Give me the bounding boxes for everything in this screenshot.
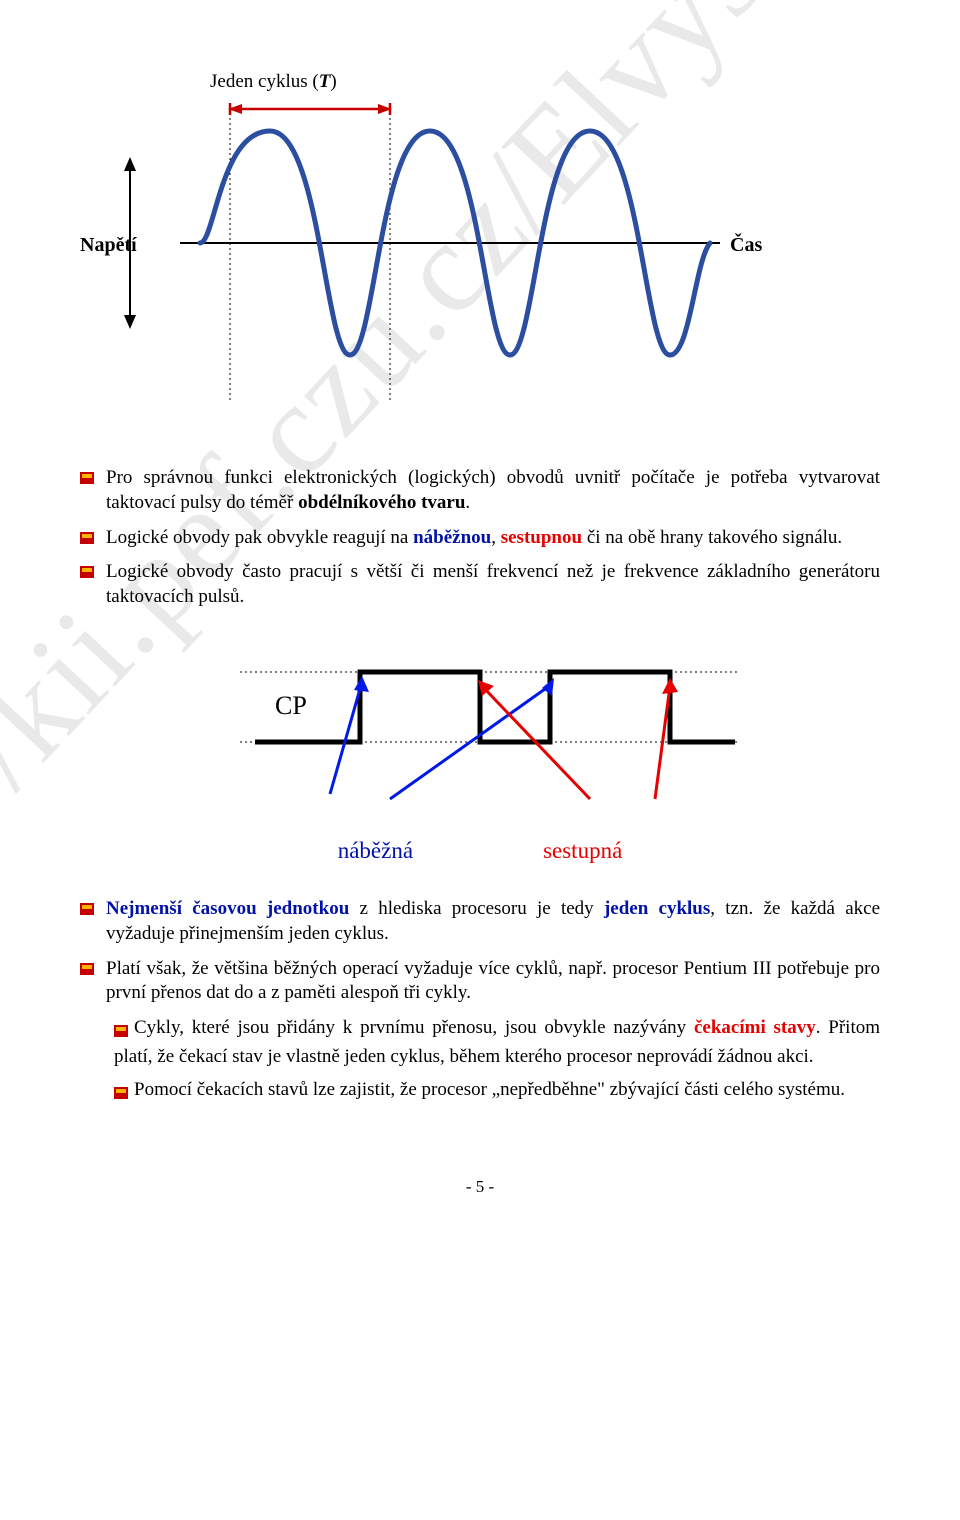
fig1-title-suffix: ) [330, 71, 336, 92]
bullet-5-sub1: Cykly, které jsou přidány k prvnímu přen… [114, 1016, 880, 1069]
bullet-icon [80, 472, 96, 484]
b5-text: Platí však, že většina běžných operací v… [106, 957, 880, 1006]
bullet-3: Logické obvody často pracují s větší či … [80, 560, 880, 609]
b4-c: jeden cyklus [604, 898, 710, 919]
bullet-icon [80, 903, 96, 915]
b4-b: z hlediska procesoru je tedy [349, 898, 604, 919]
bullet-2: Logické obvody pak obvykle reagují na ná… [80, 526, 880, 551]
b4-a: Nejmenší časovou jednotkou [106, 898, 349, 919]
fig2-cp-label: CP [275, 691, 307, 720]
figure-square-wave: CP náběžná sestupná [80, 634, 880, 866]
bullet-icon [114, 1087, 128, 1099]
bullet-icon [80, 566, 96, 578]
b2-text-b: , [491, 527, 501, 548]
b5s1-b: . [816, 1017, 821, 1038]
b2-blue: náběžnou [413, 527, 491, 548]
b1-text-a: Pro správnou funkci elektronických (logi… [106, 467, 880, 513]
b3-text: Logické obvody často pracují s větší či … [106, 560, 880, 609]
page-footer: - 5 - [80, 1176, 880, 1198]
b2-text-a: Logické obvody pak obvykle reagují na [106, 527, 413, 548]
fig1-right-label: Čas [730, 232, 762, 256]
b5s1-a: Cykly, které jsou přidány k prvnímu přen… [134, 1017, 694, 1038]
bullet-icon [114, 1025, 128, 1037]
fig1-title-prefix: Jeden cyklus ( [210, 71, 319, 92]
fig1-title-var: T [319, 71, 331, 92]
b2-red: sestupnou [501, 527, 582, 548]
fig1-left-label: Napětí [80, 234, 137, 256]
b1-text-b: obdélníkového tvaru [298, 492, 465, 513]
bullet-1: Pro správnou funkci elektronických (logi… [80, 466, 880, 515]
bullet-icon [80, 963, 96, 975]
fig1-title: Jeden cyklus (T) [210, 70, 880, 95]
bullet-5-sub3: Pomocí čekacích stavů lze zajistit, že p… [114, 1078, 880, 1107]
figure-sine-wave: Napětí Čas [80, 101, 880, 439]
b5s3: Pomocí čekacích stavů lze zajistit, že p… [134, 1079, 845, 1100]
b5s1-red: čekacími stavy [694, 1017, 816, 1038]
bullet-4: Nejmenší časovou jednotkou z hlediska pr… [80, 897, 880, 946]
b1-text-c: . [465, 492, 470, 513]
fig2-rising-label: náběžná [338, 836, 413, 866]
bullet-icon [80, 532, 96, 544]
fig2-falling-label: sestupná [543, 836, 622, 866]
b2-text-c: či na obě hrany takového signálu. [582, 527, 842, 548]
bullet-5: Platí však, že většina běžných operací v… [80, 957, 880, 1006]
